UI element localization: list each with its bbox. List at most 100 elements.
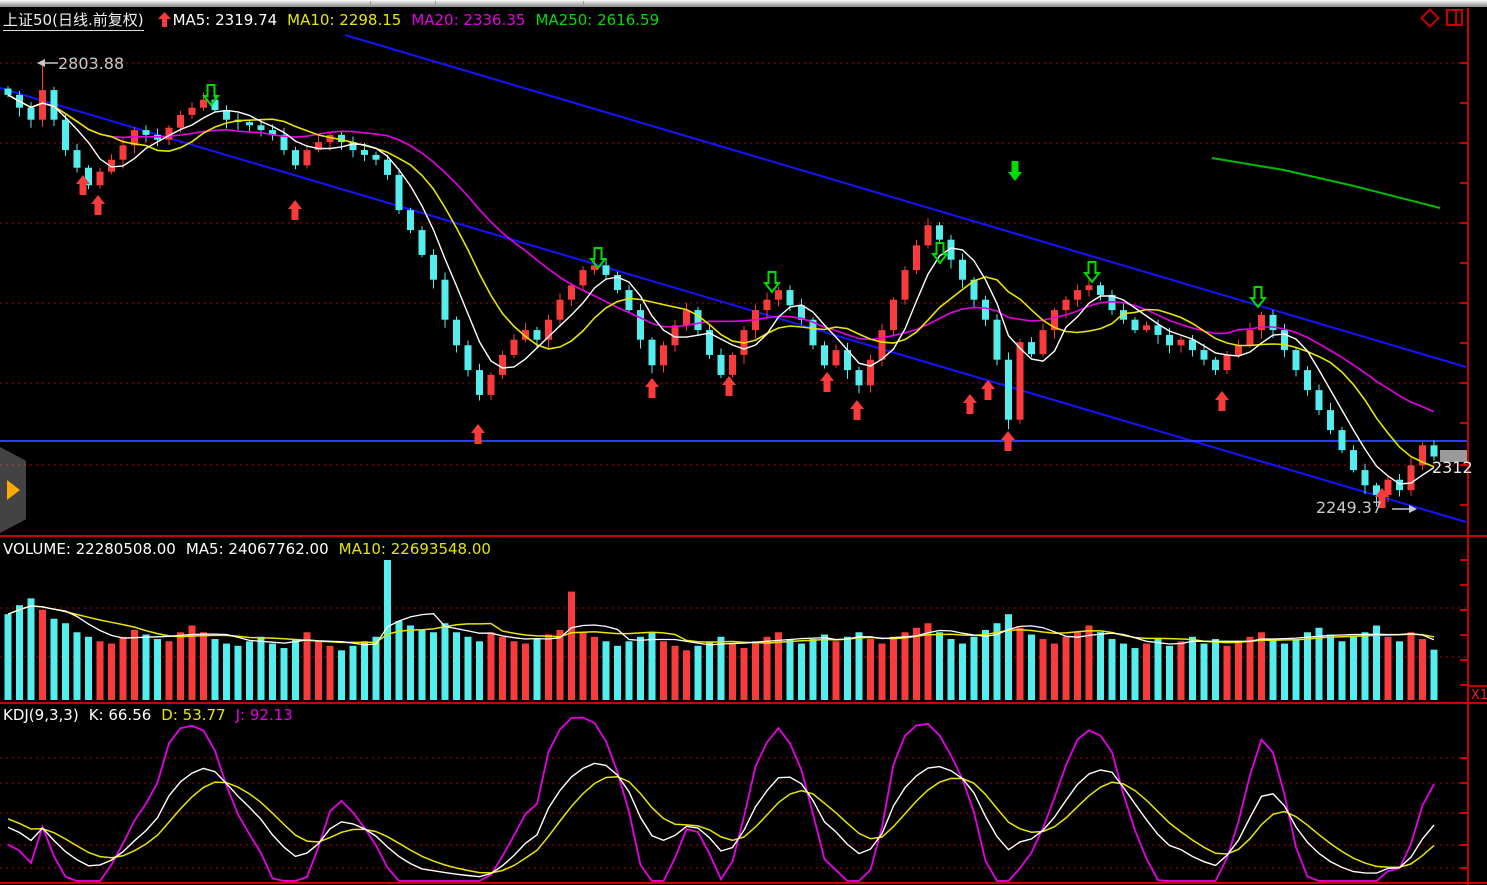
volume-bar — [131, 630, 138, 700]
candle-body — [1384, 479, 1392, 495]
volume-bar — [292, 639, 299, 700]
volume-bar — [165, 641, 173, 700]
expand-arrow-icon — [7, 480, 20, 500]
volume-bar — [1212, 639, 1219, 700]
candle-body — [844, 350, 851, 371]
volume-bar — [234, 645, 242, 700]
candle-body — [901, 270, 909, 300]
volume-bar — [798, 643, 805, 700]
volume-bar — [62, 623, 69, 700]
volume-bar — [430, 632, 437, 700]
kdj-k-line — [7, 762, 1435, 878]
candle-body — [1200, 350, 1208, 360]
volume-bar — [257, 636, 265, 700]
kdj-d-line — [7, 775, 1435, 874]
candle-body — [85, 167, 92, 186]
diamond-icon[interactable] — [1420, 7, 1440, 28]
volume-bar — [740, 648, 748, 700]
volume-bar — [1177, 641, 1185, 700]
candle-body — [96, 171, 104, 186]
volume-bar — [844, 636, 851, 700]
volume-bar — [1361, 632, 1369, 700]
volume-bar — [648, 632, 656, 700]
candle-body — [1269, 314, 1277, 331]
volume-bar — [349, 645, 357, 700]
candle-body — [1373, 485, 1380, 495]
candle-body — [1051, 310, 1058, 331]
volume-bar — [1108, 639, 1116, 700]
volume-bar — [1281, 643, 1288, 700]
volume-bar — [729, 643, 736, 700]
candle-body — [556, 299, 564, 320]
volume-bar — [142, 634, 150, 700]
volume-scale-label[interactable]: X1 — [1471, 688, 1487, 703]
pane-corner-icons — [1420, 7, 1463, 28]
sell-signal-arrow — [588, 247, 608, 270]
candle-body — [568, 285, 575, 300]
volume-bar — [1143, 643, 1150, 700]
candle-body — [1097, 285, 1104, 295]
volume-bar — [4, 614, 12, 700]
candle-body — [982, 299, 989, 320]
sidebar-collapse-tab[interactable] — [0, 447, 26, 533]
candle-body — [671, 325, 679, 346]
volume-bar — [970, 636, 978, 700]
layout-split-icon[interactable] — [1446, 9, 1463, 26]
kdj-pane-header: KDJ(9,3,3) K: 66.56 D: 53.77 J: 92.13 — [3, 706, 303, 724]
symbol-title[interactable]: 上证50(日线.前复权) — [3, 11, 144, 31]
candle-body — [1258, 314, 1265, 331]
volume-bar — [476, 641, 483, 700]
volume-bar — [579, 632, 587, 700]
candle-body — [1338, 430, 1346, 451]
volume-bar — [706, 641, 713, 700]
candle-body — [73, 150, 81, 168]
candle-body — [625, 290, 633, 311]
candle-body — [372, 154, 380, 160]
volume-ma10-value: MA10: 22693548.00 — [338, 540, 491, 558]
candle-body — [349, 142, 357, 151]
volume-bar — [1166, 645, 1173, 700]
volume-bar — [1292, 639, 1300, 700]
candle-body — [165, 127, 173, 140]
volume-bar — [1396, 641, 1403, 700]
candle-body — [1350, 450, 1357, 471]
sell-signal-arrow — [1248, 286, 1268, 309]
volume-bar — [545, 634, 552, 700]
candle-body — [729, 354, 736, 375]
candle-body — [188, 107, 196, 115]
kdj-k-value: K: 66.56 — [88, 706, 152, 724]
volume-bar — [177, 632, 184, 700]
candle-body — [4, 88, 12, 95]
volume-bar — [303, 632, 311, 700]
candle-body — [303, 150, 311, 166]
volume-bar — [1085, 625, 1093, 700]
candle-body — [280, 134, 288, 151]
candle-body — [292, 150, 299, 166]
candle-body — [1407, 465, 1415, 491]
volume-bar — [96, 641, 104, 700]
kdj-label[interactable]: KDJ(9,3,3) — [3, 706, 79, 724]
candle-body — [1223, 354, 1231, 371]
buy-signal-arrow — [981, 380, 995, 400]
candle-body — [1120, 310, 1127, 320]
volume-bar — [1235, 641, 1242, 700]
buy-signal-arrow — [91, 195, 105, 215]
volume-bar — [786, 639, 794, 700]
candle-body — [177, 114, 184, 128]
candle-body — [476, 370, 483, 395]
volume-bar — [556, 630, 564, 700]
candle-body — [591, 265, 598, 271]
volume-bar — [1051, 643, 1058, 700]
volume-bar — [315, 641, 322, 700]
volume-bar — [591, 636, 598, 700]
candle-body — [211, 99, 219, 111]
volume-bar — [1246, 636, 1254, 700]
candle-body — [223, 110, 230, 120]
volume-bar — [602, 641, 610, 700]
candle-body — [694, 310, 702, 331]
volume-bar — [855, 632, 863, 700]
candle-body — [384, 159, 391, 175]
volume-bar — [50, 618, 58, 700]
volume-bar — [39, 609, 46, 700]
candle-body — [27, 107, 35, 120]
